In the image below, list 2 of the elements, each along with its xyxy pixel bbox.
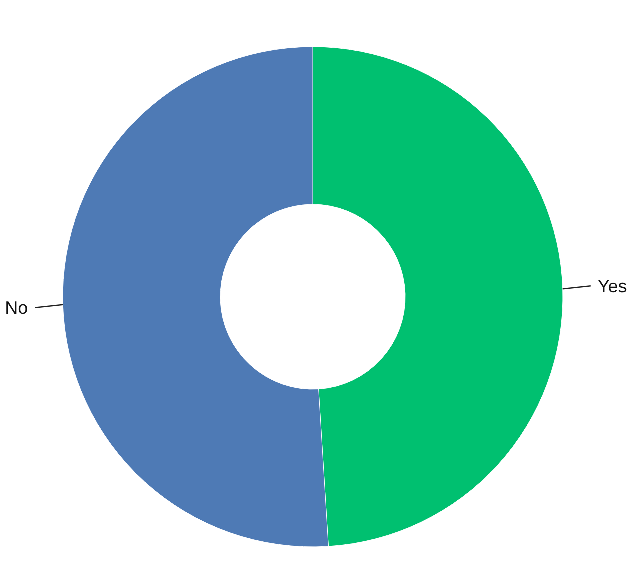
slice-label: Yes <box>598 276 628 296</box>
slice-label: No <box>5 298 28 318</box>
